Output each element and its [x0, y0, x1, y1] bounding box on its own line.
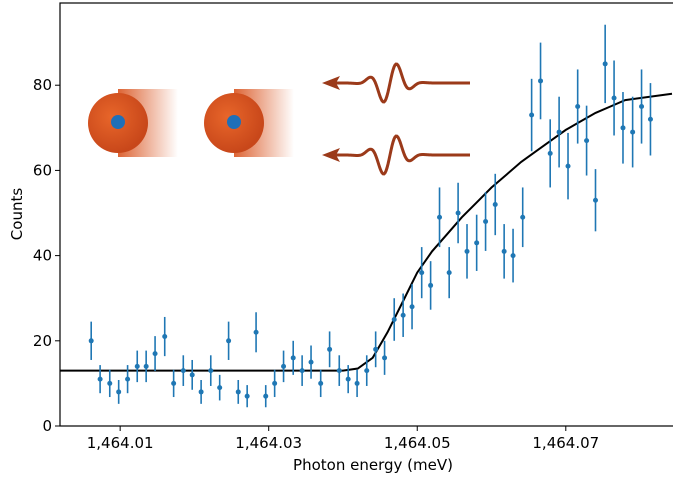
data-point	[455, 210, 461, 216]
data-point	[318, 380, 324, 386]
data-point	[235, 389, 241, 395]
data-point	[345, 376, 351, 382]
data-point	[336, 368, 342, 374]
data-point	[373, 346, 379, 352]
data-point	[501, 248, 507, 254]
data-point	[575, 104, 581, 110]
x-tick-label: 1,464.05	[384, 434, 451, 452]
data-point	[593, 197, 598, 203]
data-point	[419, 270, 425, 276]
data-point	[510, 253, 516, 259]
data-point	[290, 355, 296, 361]
y-tick-label: 40	[33, 247, 52, 265]
data-point	[647, 116, 653, 122]
data-point	[437, 214, 443, 220]
illustration	[88, 89, 294, 157]
data-point	[611, 95, 617, 101]
data-point	[547, 150, 553, 156]
y-tick-label: 80	[33, 76, 52, 94]
data-point	[171, 380, 177, 386]
data-point	[281, 363, 287, 369]
nucleus	[227, 115, 241, 129]
data-point	[299, 368, 305, 374]
data-point	[198, 389, 204, 395]
x-tick-label: 1,464.07	[532, 434, 599, 452]
y-tick-label: 0	[42, 417, 52, 435]
fit-line	[60, 92, 673, 372]
data-point	[308, 359, 314, 365]
data-point	[556, 129, 562, 135]
data-point	[327, 346, 333, 352]
data-point	[400, 312, 406, 318]
x-axis-label: Photon energy (meV)	[293, 456, 453, 474]
data-point	[125, 376, 131, 382]
data-point	[208, 368, 214, 374]
data-point	[391, 317, 397, 323]
y-tick-label: 60	[33, 161, 52, 179]
data-point	[464, 248, 470, 254]
data-point	[483, 219, 489, 225]
data-point	[116, 389, 122, 395]
data-point	[263, 393, 269, 399]
data-point	[602, 61, 608, 67]
data-point	[134, 363, 140, 369]
x-tick-label: 1,464.03	[235, 434, 302, 452]
wave	[330, 134, 470, 176]
data-point	[584, 138, 590, 144]
data-point	[492, 201, 498, 207]
arrow-head	[322, 148, 340, 162]
plot-frame	[59, 2, 673, 427]
data-point	[520, 214, 526, 220]
data-point	[364, 368, 370, 374]
wave	[330, 62, 470, 104]
data-point	[107, 380, 113, 386]
data-point	[152, 351, 158, 357]
data-point	[565, 163, 571, 169]
data-point	[538, 78, 544, 84]
data-point	[217, 385, 223, 391]
data-point	[272, 380, 278, 386]
data-point	[226, 338, 232, 344]
y-tick-label: 20	[33, 332, 52, 350]
data-point	[529, 112, 535, 118]
arrow-head	[322, 76, 340, 90]
data-point	[97, 376, 103, 382]
data-point	[428, 282, 434, 288]
data-point	[620, 125, 626, 131]
data-point	[474, 240, 480, 246]
data-point	[244, 393, 250, 399]
data-point	[180, 368, 186, 374]
data-point	[88, 338, 94, 344]
nucleus	[111, 115, 125, 129]
data-point	[446, 270, 452, 276]
data-point	[639, 104, 645, 110]
data-point	[253, 329, 259, 335]
data-point	[354, 380, 360, 386]
x-tick-label: 1,464.01	[87, 434, 154, 452]
data-point	[409, 304, 415, 310]
data-point	[630, 129, 636, 135]
data-point	[382, 355, 388, 361]
data-point	[162, 334, 168, 340]
y-axis-label: Counts	[8, 188, 26, 241]
data-point	[189, 372, 195, 378]
data-point	[143, 363, 149, 369]
